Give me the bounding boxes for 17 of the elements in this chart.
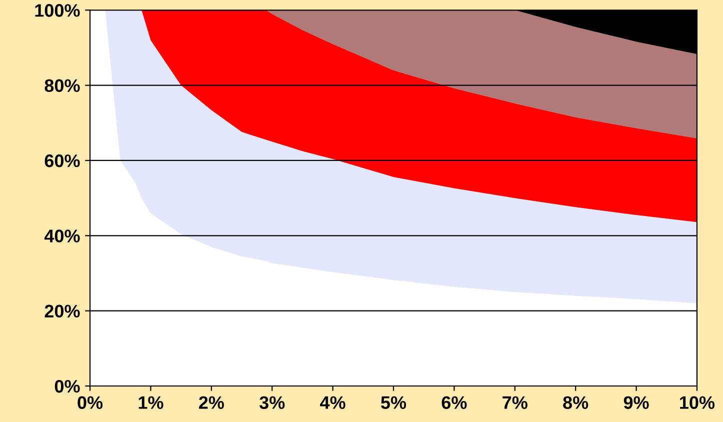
x-tick-label: 8%: [563, 396, 588, 409]
y-tick-label: 40%: [44, 230, 80, 242]
x-tick-label: 4%: [320, 396, 346, 409]
x-tick-label: 1%: [138, 396, 164, 409]
y-tick-label: 80%: [44, 79, 80, 92]
x-tick-label: 5%: [381, 396, 406, 409]
y-tick-label: 100%: [35, 4, 80, 17]
x-tick-label: 3%: [259, 396, 285, 410]
x-tick-label: 0%: [78, 396, 103, 409]
x-tick-label: 7%: [502, 396, 528, 409]
y-tick-label: 60%: [44, 154, 80, 168]
y-tick-label: 0%: [54, 380, 80, 393]
y-tick-label: 20%: [44, 304, 80, 318]
x-tick-label: 6%: [442, 396, 467, 409]
x-tick-label: 10%: [680, 396, 715, 409]
x-tick-label: 2%: [198, 396, 224, 409]
x-tick-label: 9%: [624, 396, 649, 409]
